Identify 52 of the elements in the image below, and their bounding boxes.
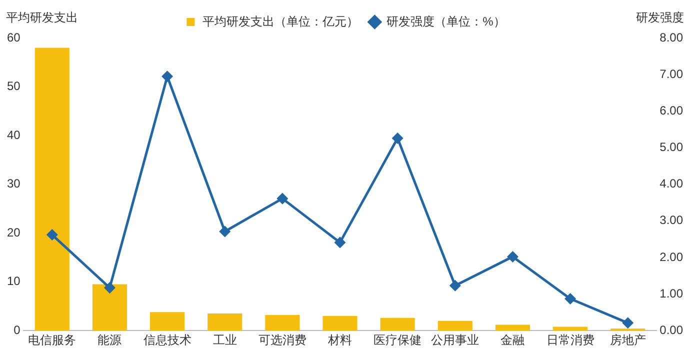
point — [162, 71, 173, 82]
y-tick-label: 0 — [14, 322, 21, 337]
bar — [92, 284, 127, 331]
point — [450, 280, 460, 291]
x-tick-label: 信息技术 — [143, 333, 192, 348]
bar — [322, 316, 358, 331]
x-tick-label: 可选消费 — [258, 333, 306, 348]
x-tick-label: 电信服务 — [28, 333, 76, 348]
point — [507, 251, 518, 262]
bar — [438, 320, 472, 331]
y2-tick-label: 2.00 — [660, 250, 684, 264]
bar — [380, 318, 415, 331]
y-axis-title: 平均研发支出 — [6, 10, 78, 24]
y2-axis-title: 研发强度 — [636, 10, 684, 24]
point — [220, 226, 230, 237]
x-tick-label: 金融 — [500, 333, 525, 348]
point — [392, 132, 403, 144]
x-tick-label: 日常消费 — [546, 333, 594, 348]
point — [334, 237, 346, 248]
y2-tick-label: 1.00 — [660, 286, 684, 300]
point — [565, 294, 576, 304]
x-tick-label: 房地产 — [610, 333, 646, 348]
legend-label: 平均研发支出（单位：亿元） — [202, 14, 359, 28]
y-tick-label: 30 — [6, 176, 21, 191]
point — [277, 193, 288, 204]
y2-tick-label: 8.00 — [660, 30, 684, 44]
y2-tick-label: 7.00 — [660, 66, 684, 81]
y2-tick-label: 6.00 — [660, 103, 684, 118]
y-tick-label: 10 — [6, 274, 21, 288]
bar — [150, 312, 185, 331]
y-tick-label: 40 — [6, 128, 21, 142]
point — [104, 282, 115, 294]
y2-tick-label: 0.00 — [660, 322, 684, 337]
bar — [208, 314, 242, 331]
x-tick-label: 公用事业 — [431, 333, 480, 348]
legend-label: 研发强度（单位：%） — [386, 14, 506, 28]
x-tick-label: 材料 — [326, 333, 352, 348]
bar — [265, 314, 300, 331]
x-tick-label: 工业 — [212, 333, 237, 348]
y2-tick-label: 5.00 — [660, 140, 684, 154]
bar — [553, 326, 588, 331]
y2-tick-label: 4.00 — [660, 176, 684, 191]
bar — [495, 324, 530, 331]
point — [622, 318, 634, 328]
y-tick-label: 50 — [6, 79, 21, 94]
x-tick-label: 能源 — [98, 333, 122, 348]
point — [46, 230, 58, 240]
y-tick-label: 60 — [6, 30, 21, 44]
y2-tick-label: 3.00 — [660, 213, 684, 228]
bar — [34, 48, 70, 331]
x-tick-label: 医疗保健 — [374, 333, 422, 348]
y-tick-label: 20 — [6, 225, 21, 240]
